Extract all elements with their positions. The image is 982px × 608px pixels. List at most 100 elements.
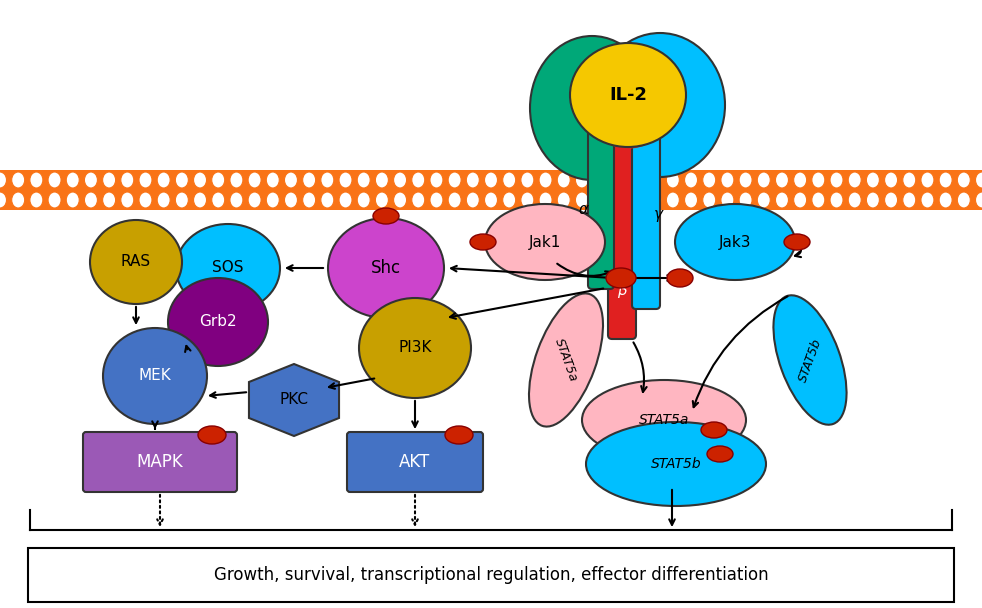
Ellipse shape	[921, 172, 934, 188]
Ellipse shape	[684, 172, 697, 188]
Ellipse shape	[168, 278, 268, 366]
Ellipse shape	[784, 234, 810, 250]
Ellipse shape	[157, 172, 170, 188]
Ellipse shape	[359, 298, 471, 398]
Ellipse shape	[375, 192, 389, 208]
Ellipse shape	[48, 172, 61, 188]
Ellipse shape	[866, 192, 880, 208]
Ellipse shape	[157, 192, 170, 208]
Ellipse shape	[484, 172, 498, 188]
Ellipse shape	[684, 192, 697, 208]
Text: AKT: AKT	[400, 453, 431, 471]
Ellipse shape	[612, 192, 625, 208]
Ellipse shape	[302, 172, 315, 188]
Ellipse shape	[866, 172, 880, 188]
Ellipse shape	[302, 192, 315, 208]
Ellipse shape	[595, 33, 725, 177]
Text: Grb2: Grb2	[199, 314, 237, 330]
Ellipse shape	[12, 192, 25, 208]
Ellipse shape	[448, 172, 462, 188]
Ellipse shape	[139, 192, 152, 208]
Ellipse shape	[606, 268, 636, 288]
Ellipse shape	[630, 172, 643, 188]
Ellipse shape	[539, 192, 552, 208]
Ellipse shape	[503, 172, 516, 188]
Ellipse shape	[776, 172, 789, 188]
Ellipse shape	[921, 192, 934, 208]
Ellipse shape	[557, 192, 571, 208]
Ellipse shape	[848, 192, 861, 208]
Ellipse shape	[520, 192, 534, 208]
Ellipse shape	[285, 192, 298, 208]
Ellipse shape	[830, 192, 843, 208]
Text: Shc: Shc	[371, 259, 401, 277]
Ellipse shape	[103, 328, 207, 424]
FancyBboxPatch shape	[83, 432, 237, 492]
Ellipse shape	[975, 172, 982, 188]
Text: α: α	[579, 202, 589, 218]
Ellipse shape	[0, 172, 7, 188]
Ellipse shape	[667, 192, 680, 208]
Ellipse shape	[593, 172, 607, 188]
Text: SOS: SOS	[212, 260, 244, 275]
Ellipse shape	[557, 172, 571, 188]
Text: STAT5a: STAT5a	[552, 336, 579, 384]
Ellipse shape	[176, 192, 189, 208]
Ellipse shape	[430, 192, 443, 208]
Ellipse shape	[445, 426, 473, 444]
Text: STAT5b: STAT5b	[796, 336, 824, 384]
FancyBboxPatch shape	[347, 432, 483, 492]
Ellipse shape	[84, 192, 97, 208]
Ellipse shape	[176, 172, 189, 188]
Ellipse shape	[939, 192, 953, 208]
Ellipse shape	[470, 234, 496, 250]
FancyBboxPatch shape	[608, 61, 636, 339]
Ellipse shape	[520, 172, 534, 188]
Ellipse shape	[212, 192, 225, 208]
Ellipse shape	[957, 172, 970, 188]
Ellipse shape	[957, 192, 970, 208]
Ellipse shape	[411, 172, 425, 188]
Ellipse shape	[812, 192, 825, 208]
Ellipse shape	[885, 172, 898, 188]
Ellipse shape	[593, 192, 607, 208]
Text: β: β	[617, 283, 627, 297]
Ellipse shape	[121, 172, 134, 188]
Ellipse shape	[466, 192, 479, 208]
Ellipse shape	[902, 172, 916, 188]
Ellipse shape	[739, 192, 752, 208]
Ellipse shape	[448, 192, 462, 208]
Ellipse shape	[707, 446, 733, 462]
Ellipse shape	[339, 172, 352, 188]
Text: IL-2: IL-2	[609, 86, 647, 104]
Ellipse shape	[848, 172, 861, 188]
Ellipse shape	[757, 192, 770, 208]
Ellipse shape	[586, 422, 766, 506]
Ellipse shape	[12, 172, 25, 188]
Ellipse shape	[357, 192, 370, 208]
Ellipse shape	[176, 224, 280, 312]
Ellipse shape	[84, 172, 97, 188]
Ellipse shape	[484, 192, 498, 208]
Ellipse shape	[539, 172, 552, 188]
Ellipse shape	[394, 192, 407, 208]
Ellipse shape	[885, 192, 898, 208]
Ellipse shape	[375, 172, 389, 188]
Polygon shape	[249, 364, 339, 436]
Ellipse shape	[703, 192, 716, 208]
FancyBboxPatch shape	[0, 170, 982, 210]
Ellipse shape	[648, 192, 661, 208]
Ellipse shape	[630, 192, 643, 208]
Ellipse shape	[321, 192, 334, 208]
Ellipse shape	[198, 426, 226, 444]
Ellipse shape	[793, 192, 806, 208]
Text: RAS: RAS	[121, 255, 151, 269]
Ellipse shape	[266, 172, 279, 188]
Ellipse shape	[48, 192, 61, 208]
Ellipse shape	[503, 192, 516, 208]
Ellipse shape	[394, 172, 407, 188]
Ellipse shape	[812, 172, 825, 188]
Text: γ: γ	[653, 207, 663, 223]
Ellipse shape	[939, 172, 953, 188]
Ellipse shape	[193, 172, 206, 188]
